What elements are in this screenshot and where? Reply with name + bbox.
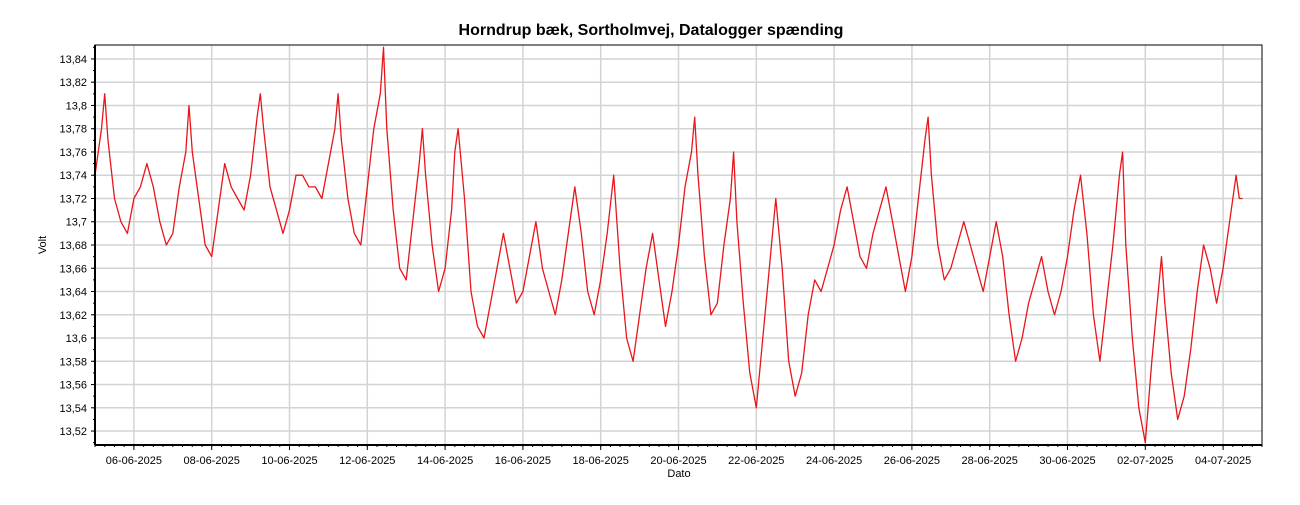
- y-tick-label: 13,78: [59, 124, 87, 136]
- x-tick-label: 02-07-2025: [1117, 455, 1173, 467]
- y-tick-label: 13,64: [59, 287, 87, 299]
- y-tick-label: 13,52: [59, 426, 87, 438]
- y-tick-label: 13,7: [66, 217, 87, 229]
- y-tick-label: 13,66: [59, 263, 87, 275]
- y-tick-label: 13,56: [59, 380, 87, 392]
- y-tick-label: 13,54: [59, 403, 87, 415]
- y-tick-label: 13,74: [59, 170, 87, 182]
- y-tick-labels: 13,52 13,54 13,56 13,58 13,6 13,62 13,64 13,66 1…: [59, 54, 87, 438]
- y-tick-label: 13,68: [59, 240, 87, 252]
- x-axis-label: Dato: [667, 468, 690, 480]
- y-tick-label: 13,62: [59, 310, 87, 322]
- x-tick-label: 06-06-2025: [106, 455, 162, 467]
- x-tick-label: 20-06-2025: [650, 455, 706, 467]
- y-tick-label: 13,8: [66, 100, 87, 112]
- y-tick-label: 13,76: [59, 147, 87, 159]
- y-tick-label: 13,84: [59, 54, 87, 66]
- x-tick-label: 12-06-2025: [339, 455, 395, 467]
- x-tick-label: 04-07-2025: [1195, 455, 1251, 467]
- chart-title: Horndrup bæk, Sortholmvej, Datalogger sp…: [459, 22, 844, 39]
- x-tick-label: 28-06-2025: [962, 455, 1018, 467]
- x-tick-label: 14-06-2025: [417, 455, 473, 467]
- x-tick-label: 16-06-2025: [495, 455, 551, 467]
- x-tick-label: 18-06-2025: [573, 455, 629, 467]
- y-tick-label: 13,58: [59, 356, 87, 368]
- series-line: [94, 46, 1243, 444]
- x-tick-label: 08-06-2025: [184, 455, 240, 467]
- y-tick-label: 13,82: [59, 77, 87, 89]
- x-tick-label: 26-06-2025: [884, 455, 940, 467]
- x-tick-labels: 06-06-2025 08-06-2025 10-06-2025 12-06-2025…: [106, 455, 1251, 467]
- x-tick-label: 30-06-2025: [1039, 455, 1095, 467]
- y-tick-label: 13,6: [66, 333, 87, 345]
- x-tick-label: 10-06-2025: [261, 455, 317, 467]
- x-tick-label: 22-06-2025: [728, 455, 784, 467]
- grid-lines: [95, 45, 1262, 445]
- y-tick-label: 13,72: [59, 193, 87, 205]
- x-tick-label: 24-06-2025: [806, 455, 862, 467]
- y-axis-label: Volt: [37, 236, 49, 254]
- axes: [91, 44, 1263, 450]
- series-layer: [94, 46, 1243, 444]
